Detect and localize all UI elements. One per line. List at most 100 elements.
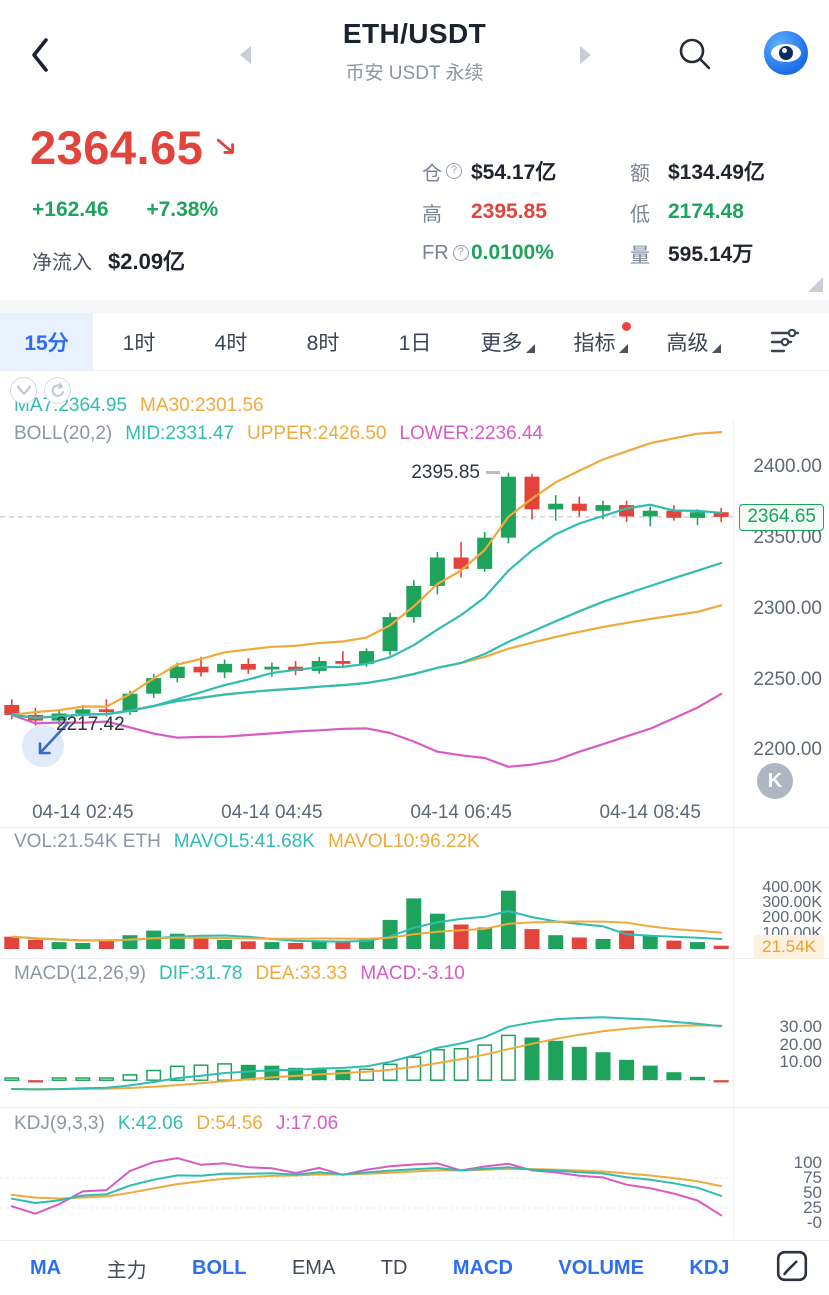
stat-low: 低 2174.48 — [630, 200, 744, 226]
ma-legend: MA7:2364.95 MA30:2301.56 — [14, 395, 264, 417]
kdj-params: KDJ(9,3,3) — [14, 1113, 105, 1134]
pencil-icon — [776, 1250, 807, 1281]
low-price-marker: 2217.42 — [56, 713, 125, 735]
pair-subtitle: 币安 USDT 永续 — [345, 63, 484, 84]
axis-label: 2400.00 — [753, 455, 822, 477]
dea-value: DEA:33.33 — [255, 963, 348, 984]
k-value: K:42.06 — [117, 1113, 184, 1134]
time-axis-label: 04-14 02:45 — [32, 802, 134, 823]
net-inflow-value: $2.09亿 — [108, 249, 186, 274]
expand-handle[interactable] — [808, 277, 823, 292]
cursor-arrow-icon — [38, 721, 70, 755]
candlestick-chart[interactable] — [0, 420, 733, 800]
toolbar-ema[interactable]: EMA — [291, 1256, 336, 1279]
tab-more[interactable]: 更多 — [461, 313, 554, 370]
axis-label: 20.00 — [779, 1034, 822, 1054]
caret-icon — [711, 344, 721, 353]
axis-label: 50 — [803, 1183, 822, 1202]
caret-icon — [525, 344, 535, 353]
toolbar-kdj[interactable]: KDJ — [689, 1256, 730, 1279]
annotation-highlight — [22, 725, 64, 767]
volume-legend: VOL:21.54K ETH MAVOL5:41.68K MAVOL10:96.… — [14, 831, 480, 853]
tab-8h[interactable]: 8时 — [306, 331, 340, 355]
stat-open-interest: 仓? $54.17亿 — [422, 161, 557, 185]
marker-dash — [486, 471, 500, 475]
stat-volume: 量 595.14万 — [630, 243, 754, 267]
caret-icon — [618, 344, 628, 353]
net-inflow: 净流入 $2.09亿 — [32, 244, 185, 276]
tab-indicators[interactable]: 指标 — [554, 313, 647, 370]
j-value: J:17.06 — [275, 1113, 339, 1134]
toolbar-volume[interactable]: VOLUME — [558, 1256, 644, 1279]
chevron-down-icon — [16, 385, 31, 395]
pair-title: ETH/USDT — [342, 18, 487, 49]
ma30-value: MA30:2301.56 — [140, 395, 264, 416]
tab-advanced[interactable]: 高级 — [647, 313, 740, 370]
macd-legend: MACD(12,26,9) DIF:31.78 DEA:33.33 MACD:-… — [14, 963, 465, 985]
draw-tool-button[interactable] — [775, 1249, 809, 1288]
tab-15min[interactable]: 15分 — [0, 313, 93, 370]
refresh-icon — [51, 382, 64, 397]
next-pair-arrow[interactable] — [580, 46, 591, 64]
help-icon[interactable]: ? — [446, 163, 462, 179]
boll-mid-value: MID:2331.47 — [125, 423, 235, 444]
ticker-panel: 2364.65 +162.46 +7.38% 净流入 $2.09亿 仓? $54… — [0, 110, 829, 300]
ma7-value: MA7:2364.95 — [14, 395, 128, 416]
macd-params: MACD(12,26,9) — [14, 963, 146, 984]
chart-settings-button[interactable] — [740, 313, 829, 370]
macd-value: MACD:-3.10 — [360, 963, 465, 984]
tab-1d[interactable]: 1日 — [398, 331, 432, 355]
pane-separator — [0, 958, 829, 959]
price-change: +162.46 +7.38% — [32, 198, 218, 222]
high-price-marker: 2395.85 — [368, 462, 500, 484]
axis-label: 25 — [803, 1198, 822, 1217]
boll-upper-value: UPPER:2426.50 — [247, 423, 387, 444]
toolbar-macd[interactable]: MACD — [452, 1256, 513, 1279]
k-line-button[interactable]: K — [757, 763, 793, 799]
back-button[interactable] — [28, 37, 52, 73]
axis-label: 10.00 — [779, 1052, 822, 1072]
price-down-arrow-icon — [217, 138, 235, 154]
axis-label: 2250.00 — [753, 668, 822, 690]
axis-label: 2200.00 — [753, 739, 822, 761]
tab-1h[interactable]: 1时 — [122, 331, 156, 355]
chart-area[interactable]: MA7:2364.95 MA30:2301.56 BOLL(20,2) MID:… — [0, 371, 829, 1240]
current-volume-tag: 21.54K — [754, 934, 824, 959]
help-icon[interactable]: ? — [452, 245, 469, 261]
axis-label: 75 — [803, 1168, 822, 1187]
time-axis-label: 04-14 06:45 — [410, 802, 512, 823]
app-logo-icon[interactable] — [764, 31, 808, 75]
axis-label: -0 — [806, 1213, 822, 1232]
toolbar-ma[interactable]: MA — [30, 1256, 62, 1279]
boll-lower-value: LOWER:2236.44 — [399, 423, 544, 444]
kdj-chart[interactable] — [0, 1145, 733, 1238]
boll-params: BOLL(20,2) — [14, 423, 113, 444]
collapse-legend-button[interactable] — [10, 377, 37, 404]
stat-high: 高 2395.85 — [422, 200, 547, 226]
mavol10-value: MAVOL10:96.22K — [327, 831, 480, 852]
axis-label: 2300.00 — [753, 597, 822, 619]
vol-value: VOL:21.54K ETH — [14, 831, 161, 852]
volume-chart[interactable] — [0, 857, 733, 949]
interval-tabbar: 15分 1时 4时 8时 1日 更多 指标 高级 — [0, 313, 829, 371]
tab-4h[interactable]: 4时 — [214, 331, 248, 355]
toolbar-main-force[interactable]: 主力 — [106, 1259, 147, 1282]
search-icon[interactable] — [677, 36, 713, 72]
kdj-legend: KDJ(9,3,3) K:42.06 D:54.56 J:17.06 — [14, 1113, 338, 1135]
toolbar-boll[interactable]: BOLL — [192, 1256, 247, 1279]
toolbar-td[interactable]: TD — [380, 1256, 408, 1279]
refresh-chart-button[interactable] — [44, 377, 71, 404]
last-price-value: 2364.65 — [30, 121, 204, 174]
macd-chart[interactable] — [0, 995, 733, 1105]
stat-funding-rate: FR? 0.0100% — [422, 241, 554, 264]
pane-separator — [0, 827, 829, 828]
last-price-tag: 2364.65 — [739, 503, 824, 531]
pair-header: ETH/USDT 币安 USDT 永续 — [0, 18, 829, 85]
pane-separator — [0, 1107, 829, 1108]
notification-dot — [622, 322, 631, 331]
prev-pair-arrow[interactable] — [240, 46, 251, 64]
last-price: 2364.65 — [30, 120, 237, 175]
time-axis: 04-14 02:45 04-14 04:45 04-14 06:45 04-14 0… — [0, 800, 733, 826]
stat-turnover: 额 $134.49亿 — [630, 161, 765, 185]
